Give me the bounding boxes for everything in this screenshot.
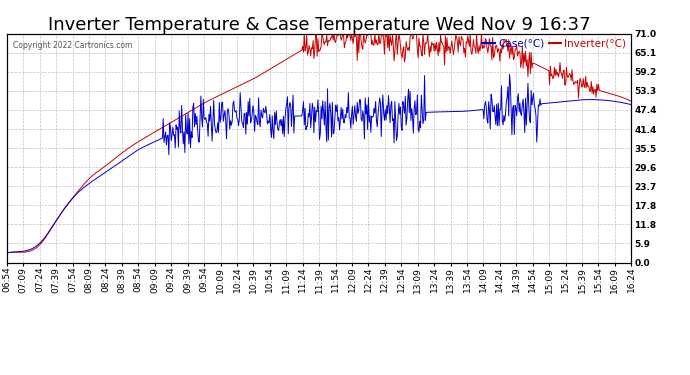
Legend: Case(°C), Inverter(°C): Case(°C), Inverter(°C) (482, 39, 626, 49)
Title: Inverter Temperature & Case Temperature Wed Nov 9 16:37: Inverter Temperature & Case Temperature … (48, 16, 591, 34)
Text: Copyright 2022 Cartronics.com: Copyright 2022 Cartronics.com (13, 40, 132, 50)
